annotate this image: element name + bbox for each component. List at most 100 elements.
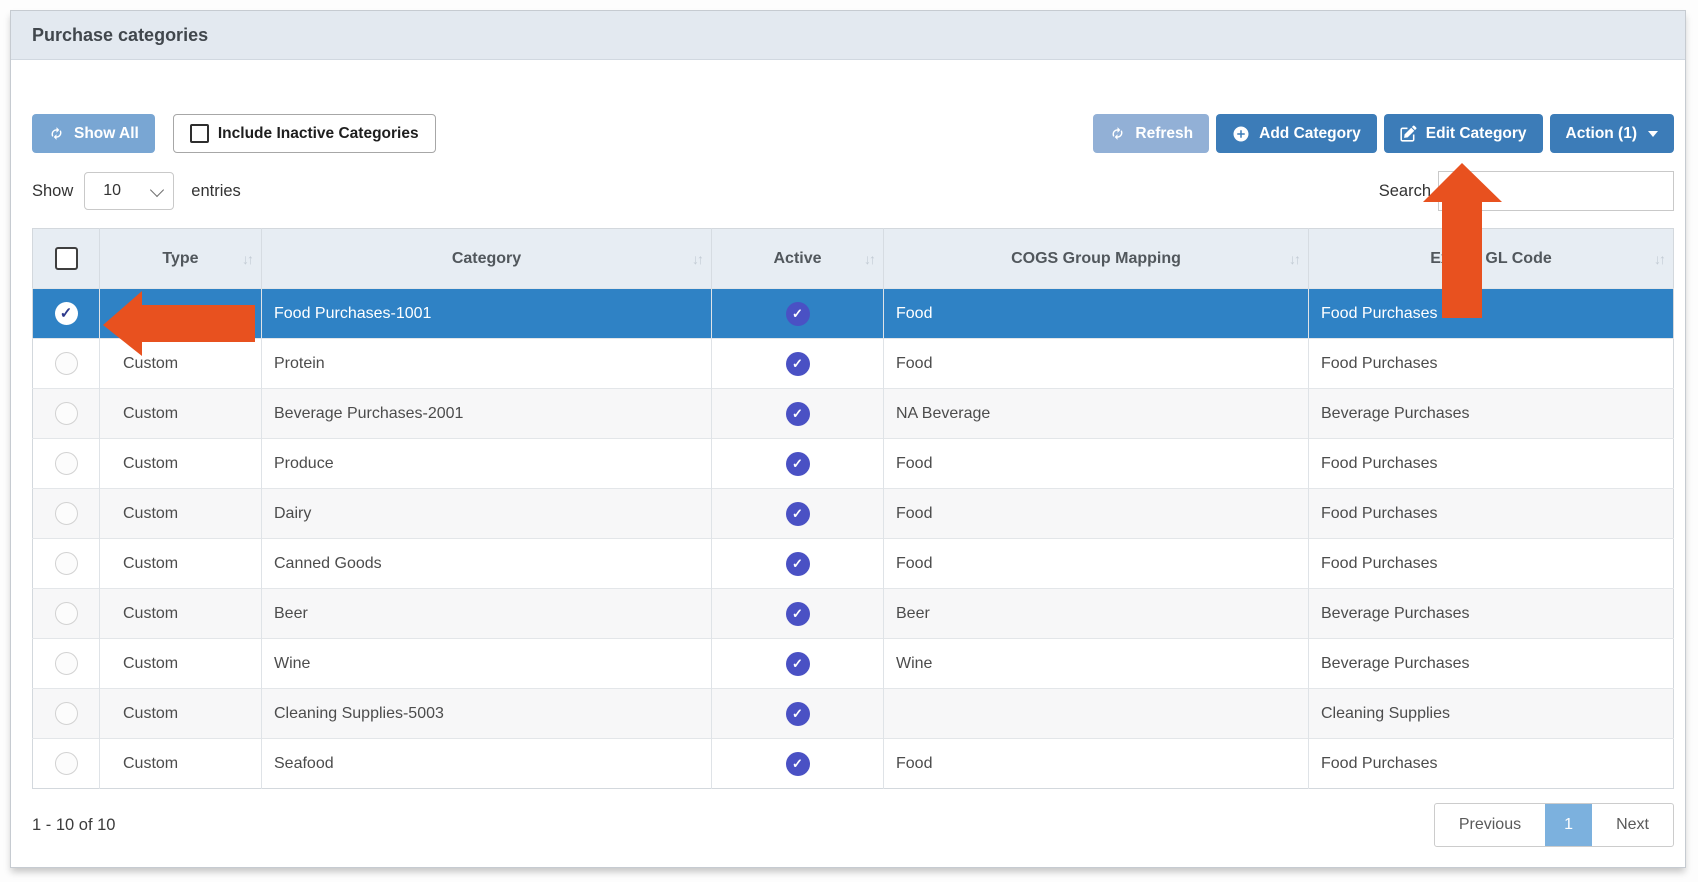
active-check-icon: ✓ <box>785 401 810 426</box>
next-page-button[interactable]: Next <box>1616 816 1649 833</box>
sync-icon <box>1109 125 1126 142</box>
row-radio-selected-icon[interactable]: ✓ <box>54 302 78 325</box>
annotation-arrow-up-icon <box>1423 163 1502 318</box>
cell-cogs-group-mapping: Wine <box>883 638 1309 689</box>
categories-table-wrap: Type ↓↑ Category ↓↑ Active ↓↑ <box>32 228 1674 789</box>
cell-cogs-group-mapping: Food <box>883 738 1309 789</box>
column-header-type[interactable]: Type ↓↑ <box>99 228 262 289</box>
row-select-cell <box>32 388 100 439</box>
row-radio-icon[interactable] <box>54 652 78 675</box>
cell-active: ✓ <box>711 388 884 439</box>
row-select-cell <box>32 338 100 389</box>
active-check-icon: ✓ <box>785 501 810 526</box>
cell-active: ✓ <box>711 438 884 489</box>
row-radio-icon[interactable] <box>54 702 78 725</box>
cell-export-gl-code: Beverage Purchases <box>1308 588 1674 639</box>
action-dropdown-button[interactable]: Action (1) <box>1549 114 1674 153</box>
column-label: Active <box>773 249 822 267</box>
cell-cogs-group-mapping: Food <box>883 538 1309 589</box>
column-header-cogs-group-mapping[interactable]: COGS Group Mapping ↓↑ <box>883 228 1309 289</box>
cell-active: ✓ <box>711 638 884 689</box>
cell-category: Wine <box>261 638 712 689</box>
cell-export-gl-code: Food Purchases <box>1308 538 1674 589</box>
action-label: Action (1) <box>1565 124 1637 142</box>
active-check-icon: ✓ <box>785 601 810 626</box>
column-header-active[interactable]: Active ↓↑ <box>711 228 884 289</box>
cell-export-gl-code: Food Purchases <box>1308 288 1674 339</box>
row-select-cell <box>32 438 100 489</box>
table-row[interactable]: Custom Cleaning Supplies-5003 ✓ Cleaning Su… <box>32 688 1674 739</box>
active-check-icon: ✓ <box>785 751 810 776</box>
table-row[interactable]: Custom Beverage Purchases-2001 ✓ NA Beverag… <box>32 388 1674 439</box>
select-all-header <box>32 228 100 289</box>
column-header-export-gl-code[interactable]: Export GL Code ↓↑ <box>1308 228 1674 289</box>
table-row[interactable]: Custom Dairy ✓ Food Food Purchases <box>32 488 1674 539</box>
add-category-button[interactable]: Add Category <box>1216 114 1377 153</box>
sort-icon[interactable]: ↓↑ <box>692 250 704 267</box>
select-all-checkbox[interactable] <box>54 247 78 270</box>
cell-category: Seafood <box>261 738 712 789</box>
sort-icon[interactable]: ↓↑ <box>1289 250 1301 267</box>
active-check-icon: ✓ <box>785 651 810 676</box>
table-row[interactable]: Custom Produce ✓ Food Food Purchases <box>32 438 1674 489</box>
cell-cogs-group-mapping <box>883 688 1309 739</box>
refresh-label: Refresh <box>1135 124 1194 142</box>
cell-type: Custom <box>99 738 262 789</box>
cell-cogs-group-mapping: Food <box>883 288 1309 339</box>
active-check-icon: ✓ <box>785 351 810 376</box>
page-title: Purchase categories <box>11 11 1685 60</box>
toolbar-left: Show All Include Inactive Categories <box>32 114 436 153</box>
cell-cogs-group-mapping: Beer <box>883 588 1309 639</box>
include-inactive-label: Include Inactive Categories <box>217 124 419 142</box>
refresh-button[interactable]: Refresh <box>1093 114 1210 153</box>
show-all-button[interactable]: Show All <box>32 114 155 153</box>
table-row[interactable]: Custom Wine ✓ Wine Beverage Purchases <box>32 638 1674 689</box>
cell-category: Cleaning Supplies-5003 <box>261 688 712 739</box>
row-select-cell <box>32 538 100 589</box>
table-row[interactable]: Custom Canned Goods ✓ Food Food Purchases <box>32 538 1674 589</box>
table-row[interactable]: Custom Protein ✓ Food Food Purchases <box>32 338 1674 389</box>
column-label: Category <box>451 249 522 267</box>
cell-category: Protein <box>261 338 712 389</box>
cell-type: Custom <box>99 588 262 639</box>
cell-active: ✓ <box>711 738 884 789</box>
cell-export-gl-code: Beverage Purchases <box>1308 638 1674 689</box>
cell-type: Custom <box>99 388 262 439</box>
row-radio-icon[interactable] <box>54 452 78 475</box>
cell-active: ✓ <box>711 688 884 739</box>
chevron-down-icon <box>150 182 165 198</box>
row-select-cell <box>32 738 100 789</box>
previous-page-button[interactable]: Previous <box>1458 816 1522 833</box>
cell-type: Custom <box>99 338 262 389</box>
cell-type: Custom <box>99 438 262 489</box>
column-label: COGS Group Mapping <box>1011 249 1181 267</box>
row-radio-icon[interactable] <box>54 502 78 525</box>
row-radio-icon[interactable] <box>54 602 78 625</box>
sort-icon[interactable]: ↓↑ <box>242 250 254 267</box>
table-row[interactable]: Custom Seafood ✓ Food Food Purchases <box>32 738 1674 789</box>
annotation-arrow-left-icon <box>103 291 255 356</box>
row-radio-icon[interactable] <box>54 552 78 575</box>
page-number-button[interactable]: 1 <box>1545 804 1593 846</box>
page-size-select[interactable]: 10 <box>84 172 175 210</box>
add-category-label: Add Category <box>1259 124 1361 142</box>
records-info: 1 - 10 of 10 <box>32 815 116 834</box>
edit-icon <box>1400 125 1417 142</box>
column-header-category[interactable]: Category ↓↑ <box>261 228 712 289</box>
cell-cogs-group-mapping: Food <box>883 338 1309 389</box>
sort-icon[interactable]: ↓↑ <box>1654 250 1666 267</box>
include-inactive-button[interactable]: Include Inactive Categories <box>172 114 436 153</box>
row-radio-icon[interactable] <box>54 752 78 775</box>
cell-category: Dairy <box>261 488 712 539</box>
table-row[interactable]: Custom Beer ✓ Beer Beverage Purchases <box>32 588 1674 639</box>
entries-label: entries <box>191 181 241 200</box>
row-radio-icon[interactable] <box>54 402 78 425</box>
cell-export-gl-code: Cleaning Supplies <box>1308 688 1674 739</box>
edit-category-button[interactable]: Edit Category <box>1383 114 1543 153</box>
row-radio-icon[interactable] <box>54 352 78 375</box>
sort-icon[interactable]: ↓↑ <box>864 250 876 267</box>
cell-export-gl-code: Food Purchases <box>1308 338 1674 389</box>
cell-cogs-group-mapping: Food <box>883 438 1309 489</box>
cell-type: Custom <box>99 638 262 689</box>
active-check-icon: ✓ <box>785 451 810 476</box>
